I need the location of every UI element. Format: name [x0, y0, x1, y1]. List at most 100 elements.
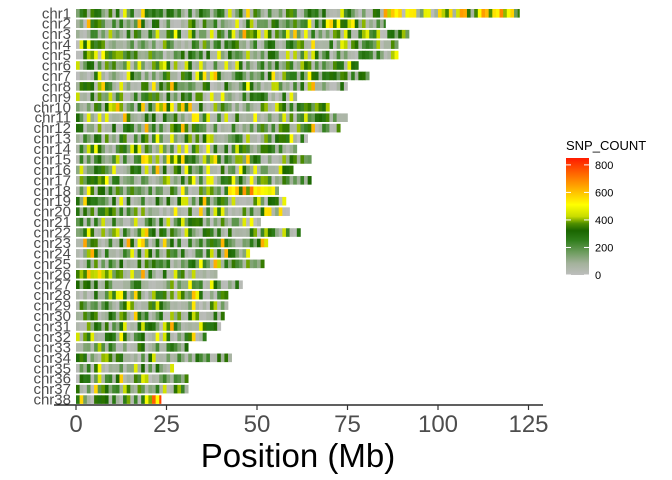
snp-bin	[104, 280, 109, 290]
snp-bin	[282, 9, 287, 18]
snp-bin	[206, 40, 211, 49]
snp-bin	[343, 71, 348, 81]
snp-bin	[199, 50, 203, 60]
snp-bin	[162, 343, 167, 352]
snp-bin	[101, 311, 106, 321]
snp-bin	[86, 395, 91, 404]
snp-bin	[329, 29, 334, 39]
chromosome-bar-chr7	[76, 71, 370, 81]
chromosome-bar-chr31	[76, 322, 222, 331]
snp-bin	[79, 322, 84, 331]
snp-bin	[173, 40, 178, 49]
snp-bin	[119, 19, 124, 29]
snp-bin	[217, 82, 222, 91]
snp-bin	[191, 228, 196, 237]
snp-bin	[162, 144, 167, 154]
snp-bin	[231, 249, 236, 258]
snp-bin	[148, 322, 153, 331]
snp-bin	[108, 71, 113, 81]
snp-bin	[242, 196, 247, 206]
snp-bin	[209, 290, 214, 300]
snp-bin	[180, 270, 185, 279]
snp-bin	[130, 217, 135, 227]
snp-bin	[126, 259, 131, 269]
snp-bin	[166, 40, 171, 49]
snp-bin	[213, 134, 218, 143]
snp-bin	[191, 19, 196, 29]
snp-bin	[177, 249, 182, 258]
snp-bin	[199, 301, 203, 310]
snp-bin	[180, 259, 185, 269]
snp-bin	[108, 207, 113, 216]
snp-bin	[199, 280, 203, 290]
chromosome-bar-chr5	[76, 50, 399, 60]
snp-bin	[253, 50, 258, 60]
snp-bin	[97, 71, 102, 81]
snp-bin	[108, 270, 113, 279]
snp-bin	[126, 61, 131, 70]
snp-bin	[123, 113, 127, 122]
snp-bin	[184, 374, 189, 383]
snp-bin	[162, 249, 167, 258]
snp-bin	[209, 196, 214, 206]
snp-bin	[94, 29, 99, 39]
snp-bin	[137, 155, 142, 164]
snp-bin	[231, 61, 236, 70]
snp-bin	[97, 40, 102, 49]
snp-bin	[137, 217, 142, 227]
snp-bin	[235, 249, 240, 258]
snp-bin	[133, 19, 138, 29]
snp-bin	[159, 186, 164, 196]
snp-bin	[79, 102, 84, 112]
snp-bin	[159, 249, 164, 258]
chromosome-label-chr15: chr15	[33, 151, 71, 168]
snp-bin	[108, 19, 113, 29]
snp-bin	[94, 50, 99, 60]
snp-bin	[220, 155, 225, 164]
snp-bin	[195, 176, 200, 185]
snp-bin	[213, 113, 218, 122]
snp-bin	[220, 280, 225, 290]
chromosome-label-chr23: chr23	[33, 235, 71, 252]
snp-bin	[188, 280, 193, 290]
snp-bin	[133, 374, 138, 383]
snp-bin	[285, 176, 290, 185]
snp-bin	[180, 9, 185, 18]
snp-bin	[217, 144, 222, 154]
snp-bin	[184, 40, 189, 49]
snp-bin	[94, 343, 99, 352]
snp-bin	[228, 280, 232, 290]
snp-bin	[130, 9, 135, 18]
snp-bin	[242, 40, 247, 49]
snp-bin	[343, 9, 348, 18]
snp-bin	[285, 9, 290, 18]
snp-bin	[343, 82, 348, 91]
snp-bin	[141, 134, 146, 143]
snp-bin	[112, 61, 117, 70]
snp-bin	[155, 102, 160, 112]
snp-bin	[148, 176, 153, 185]
snp-bin	[300, 113, 305, 122]
snp-bin	[184, 71, 189, 81]
snp-bin	[217, 280, 222, 290]
snp-bin	[220, 290, 225, 300]
snp-bin	[126, 353, 131, 363]
snp-bin	[97, 374, 102, 383]
snp-bin	[123, 363, 127, 373]
snp-bin	[162, 113, 167, 122]
snp-bin	[170, 50, 175, 60]
snp-bin	[188, 290, 193, 300]
snp-bin	[267, 61, 272, 70]
snp-bin	[86, 40, 91, 49]
snp-bin	[224, 113, 229, 122]
snp-bin	[144, 395, 149, 404]
snp-bin	[108, 186, 113, 196]
snp-bin	[101, 249, 106, 258]
snp-bin	[253, 196, 258, 206]
snp-bin	[90, 19, 95, 29]
snp-bin	[173, 155, 178, 164]
snp-bin	[365, 40, 370, 49]
snp-bin	[293, 144, 298, 154]
snp-bin	[300, 61, 305, 70]
